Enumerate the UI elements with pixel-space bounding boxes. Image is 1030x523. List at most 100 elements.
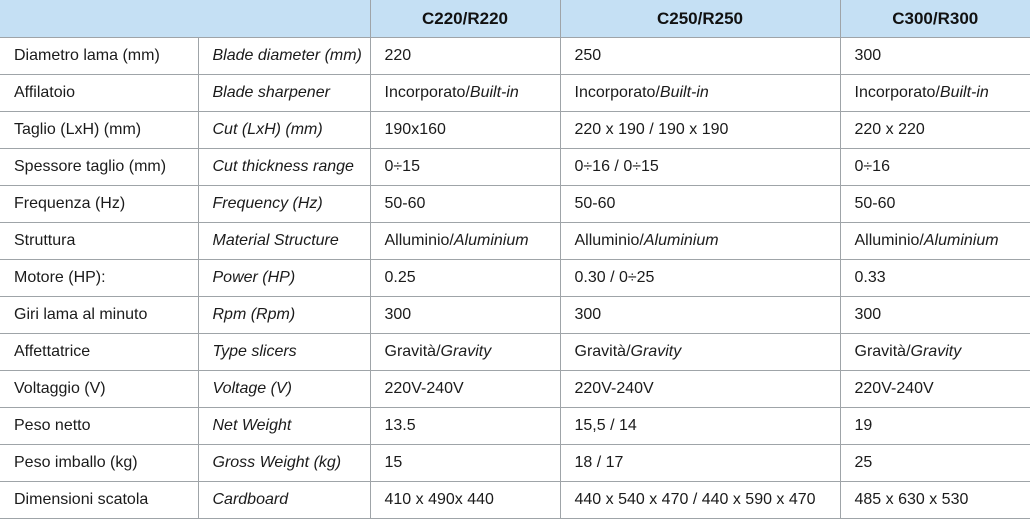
value-text: Incorporato/: [574, 84, 660, 101]
value-cell: 15,5 / 14: [559, 407, 841, 445]
value-text: 19: [854, 417, 873, 434]
row-label-english: Rpm (Rpm): [197, 296, 371, 334]
row-label-italian: Motore (HP):: [0, 259, 199, 297]
value-text: 300: [574, 306, 602, 323]
table-row: Diametro lama (mm) Blade diameter (mm) 220…: [0, 37, 1030, 75]
value-cell: 300: [839, 37, 1030, 75]
value-text-english: Built-in: [469, 84, 519, 101]
value-cell: 220 x 190 / 190 x 190: [559, 111, 841, 149]
table-row: Frequenza (Hz) Frequency (Hz) 50-60 50-60 50…: [0, 185, 1030, 223]
value-cell: 190x160: [369, 111, 561, 149]
value-cell: 440 x 540 x 470 / 440 x 590 x 470: [559, 481, 841, 519]
value-cell: 300: [559, 296, 841, 334]
value-cell: 19: [839, 407, 1030, 445]
value-cell: Gravità/Gravity: [559, 333, 841, 371]
value-text: 0.30 / 0÷25: [574, 269, 655, 286]
value-text: 15,5 / 14: [574, 417, 637, 434]
row-label-italian: Affilatoio: [0, 74, 199, 112]
table-row: Struttura Material Structure Alluminio/Alu…: [0, 222, 1030, 260]
row-label-italian: Peso netto: [0, 407, 199, 445]
value-text: 410 x 490x 440: [384, 491, 494, 508]
value-text: 0÷16 / 0÷15: [574, 158, 659, 175]
row-label-italian: Voltaggio (V): [0, 370, 199, 408]
value-cell: Gravità/Gravity: [369, 333, 561, 371]
value-text: Alluminio/: [854, 232, 924, 249]
table-row: Voltaggio (V) Voltage (V) 220V-240V 220V-24…: [0, 370, 1030, 408]
value-cell: 0÷16 / 0÷15: [559, 148, 841, 186]
value-cell: 0÷15: [369, 148, 561, 186]
table-row: Peso imballo (kg) Gross Weight (kg) 15 18 /…: [0, 444, 1030, 482]
value-text: 50-60: [384, 195, 426, 212]
value-cell: Alluminio/Aluminium: [559, 222, 841, 260]
value-text: 0÷15: [384, 158, 420, 175]
value-cell: 300: [369, 296, 561, 334]
value-text: 300: [854, 306, 882, 323]
row-label-english: Frequency (Hz): [197, 185, 371, 223]
table-row: Peso netto Net Weight 13.5 15,5 / 14 19: [0, 407, 1030, 445]
value-text-english: Built-in: [939, 84, 989, 101]
table-row: Giri lama al minuto Rpm (Rpm) 300 300 300: [0, 296, 1030, 334]
value-text: 220V-240V: [854, 380, 934, 397]
value-cell: 50-60: [559, 185, 841, 223]
value-cell: Alluminio/Aluminium: [369, 222, 561, 260]
value-text: 220: [384, 47, 412, 64]
row-label-italian: Frequenza (Hz): [0, 185, 199, 223]
value-cell: 50-60: [839, 185, 1030, 223]
value-text: 300: [854, 47, 882, 64]
row-label-italian: Spessore taglio (mm): [0, 148, 199, 186]
value-cell: 220V-240V: [839, 370, 1030, 408]
value-cell: 13.5: [369, 407, 561, 445]
table-row: Spessore taglio (mm) Cut thickness range 0…: [0, 148, 1030, 186]
value-cell: 25: [839, 444, 1030, 482]
value-text: 0.33: [854, 269, 886, 286]
value-text: 13.5: [384, 417, 416, 434]
value-text: 440 x 540 x 470 / 440 x 590 x 470: [574, 491, 816, 508]
value-cell: 220 x 220: [839, 111, 1030, 149]
value-text: 250: [574, 47, 602, 64]
value-text: 220 x 220: [854, 121, 925, 138]
model-header: C250/R250: [559, 0, 841, 38]
value-text: Gravità/: [384, 343, 441, 360]
row-label-italian: Peso imballo (kg): [0, 444, 199, 482]
value-text: Alluminio/: [574, 232, 644, 249]
row-label-italian: Affettatrice: [0, 333, 199, 371]
value-text: 190x160: [384, 121, 446, 138]
table-row: Motore (HP): Power (HP) 0.25 0.30 / 0÷25 0.3…: [0, 259, 1030, 297]
value-text: Incorporato/: [854, 84, 940, 101]
value-cell: 0÷16: [839, 148, 1030, 186]
table-row: Affettatrice Type slicers Gravità/Gravity G…: [0, 333, 1030, 371]
table-header: C220/R220 C250/R250 C300/R300: [0, 0, 1030, 38]
value-text: 485 x 630 x 530: [854, 491, 969, 508]
row-label-italian: Diametro lama (mm): [0, 37, 199, 75]
row-label-italian: Struttura: [0, 222, 199, 260]
value-text: 15: [384, 454, 403, 471]
row-label-italian: Giri lama al minuto: [0, 296, 199, 334]
value-text: 220 x 190 / 190 x 190: [574, 121, 729, 138]
value-cell: 220: [369, 37, 561, 75]
header-blank-cell: [0, 0, 371, 38]
value-cell: 410 x 490x 440: [369, 481, 561, 519]
value-cell: 220V-240V: [559, 370, 841, 408]
row-label-english: Cardboard: [197, 481, 371, 519]
value-cell: 15: [369, 444, 561, 482]
value-text: 18 / 17: [574, 454, 624, 471]
row-label-english: Blade sharpener: [197, 74, 371, 112]
header-row: C220/R220 C250/R250 C300/R300: [0, 0, 1030, 38]
row-label-english: Voltage (V): [197, 370, 371, 408]
value-text: 50-60: [574, 195, 616, 212]
value-text-english: Aluminium: [923, 232, 999, 249]
value-cell: Incorporato/Built-in: [839, 74, 1030, 112]
value-text: 220V-240V: [574, 380, 654, 397]
value-text: 50-60: [854, 195, 896, 212]
row-label-english: Blade diameter (mm): [197, 37, 371, 75]
table-row: Affilatoio Blade sharpener Incorporato/Bui…: [0, 74, 1030, 112]
table-row: Dimensioni scatola Cardboard 410 x 490x 44…: [0, 481, 1030, 519]
value-text: Gravità/: [854, 343, 911, 360]
value-text-english: Aluminium: [453, 232, 529, 249]
value-text: 25: [854, 454, 873, 471]
row-label-english: Material Structure: [197, 222, 371, 260]
value-cell: 0.33: [839, 259, 1030, 297]
model-header: C300/R300: [839, 0, 1030, 38]
value-cell: Gravità/Gravity: [839, 333, 1030, 371]
